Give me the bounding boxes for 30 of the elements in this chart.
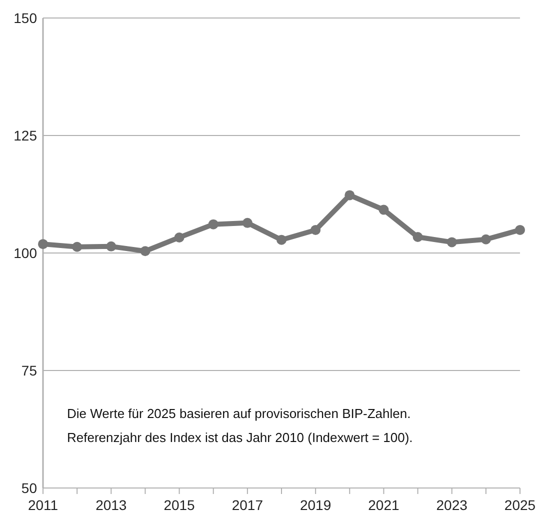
point — [208, 219, 218, 230]
y-tick-label: 100 — [14, 244, 38, 261]
x-tick-label: 2025 — [504, 497, 536, 513]
point — [480, 234, 491, 244]
x-tick-label: 2011 — [28, 497, 58, 513]
point — [38, 239, 48, 250]
y-tick-label: 150 — [14, 10, 38, 26]
x-tick-label: 2021 — [368, 497, 400, 513]
point — [378, 204, 389, 215]
y-tick-label: 75 — [21, 362, 38, 378]
y-tick-label: 50 — [21, 480, 38, 496]
point — [412, 232, 423, 242]
point — [140, 246, 150, 256]
y-tick-label: 125 — [14, 127, 38, 144]
point — [106, 241, 116, 252]
x-tick-label: 2023 — [436, 497, 468, 513]
x-tick-label: 2013 — [96, 497, 127, 513]
point — [344, 190, 355, 200]
x-tick-label: 2017 — [232, 497, 264, 513]
point — [515, 224, 525, 235]
point — [72, 242, 82, 252]
annotation: Referenzjahr des Index ist das Jahr 2010 (Indexwert = 100). — [67, 430, 413, 445]
point — [446, 237, 457, 248]
point — [310, 224, 321, 235]
x-tick-label: 2019 — [300, 497, 332, 513]
point — [276, 234, 286, 245]
point — [242, 218, 252, 228]
point — [174, 232, 184, 242]
annotation: Die Werte für 2025 basieren auf provisorischen BIP-Zahlen. — [67, 406, 411, 421]
x-tick-label: 2015 — [164, 497, 196, 513]
